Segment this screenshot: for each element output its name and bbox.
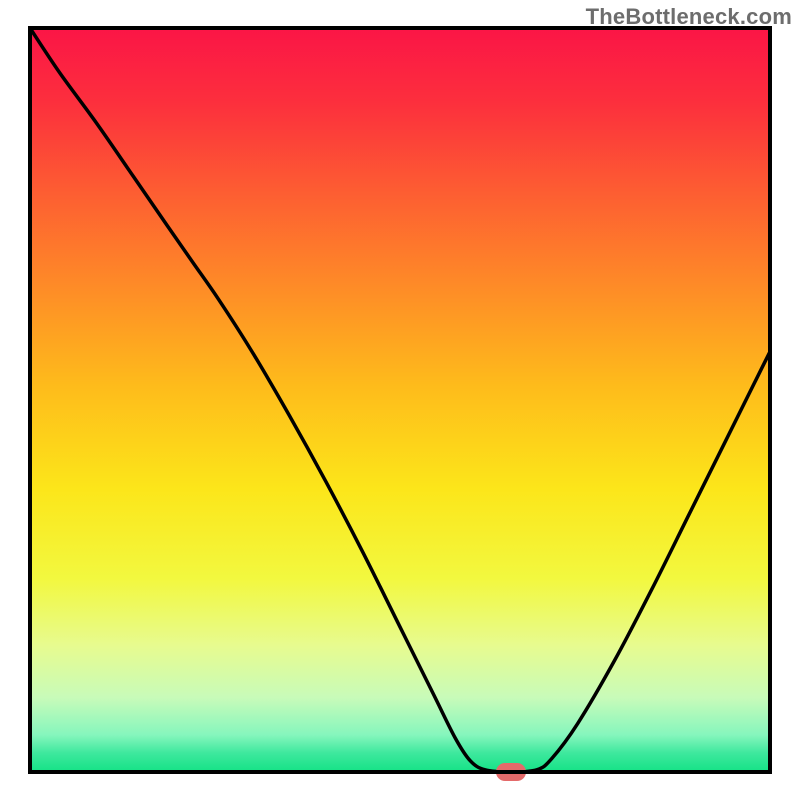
chart-container: TheBottleneck.com bbox=[0, 0, 800, 800]
bottleneck-chart bbox=[0, 0, 800, 800]
plot-background bbox=[30, 28, 770, 772]
watermark-text: TheBottleneck.com bbox=[586, 4, 792, 30]
